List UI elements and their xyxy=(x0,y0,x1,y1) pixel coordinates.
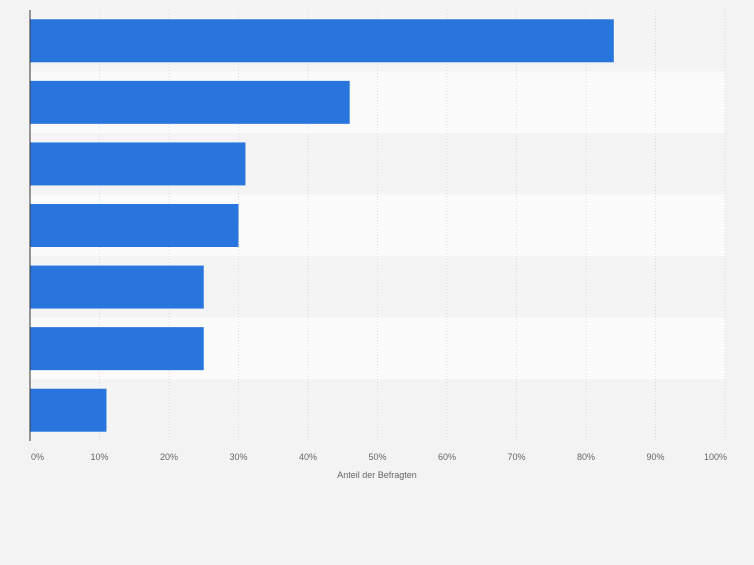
x-tick-label: 30% xyxy=(229,452,247,462)
bar xyxy=(30,204,239,247)
x-tick-label: 10% xyxy=(90,452,108,462)
bar xyxy=(30,265,204,309)
x-tick-label: 20% xyxy=(160,452,178,462)
x-tick-label: 0% xyxy=(31,452,44,462)
bar xyxy=(30,327,204,371)
bar xyxy=(30,80,350,124)
x-tick-label: 100% xyxy=(704,452,727,462)
bars xyxy=(30,19,614,432)
x-tick-label: 90% xyxy=(646,452,664,462)
x-tick-label: 50% xyxy=(368,452,386,462)
bar xyxy=(30,19,614,63)
x-tick-label: 70% xyxy=(507,452,525,462)
x-axis-label: Anteil der Befragten xyxy=(337,470,417,480)
x-tick-label: 60% xyxy=(438,452,456,462)
x-tick-labels: 0% 10% 20% 30% 40% 50% 60% 70% 80% 90% 100% xyxy=(31,452,727,462)
x-tick-label: 80% xyxy=(577,452,595,462)
bar xyxy=(30,142,246,186)
x-tick-label: 40% xyxy=(299,452,317,462)
bar xyxy=(30,388,107,432)
